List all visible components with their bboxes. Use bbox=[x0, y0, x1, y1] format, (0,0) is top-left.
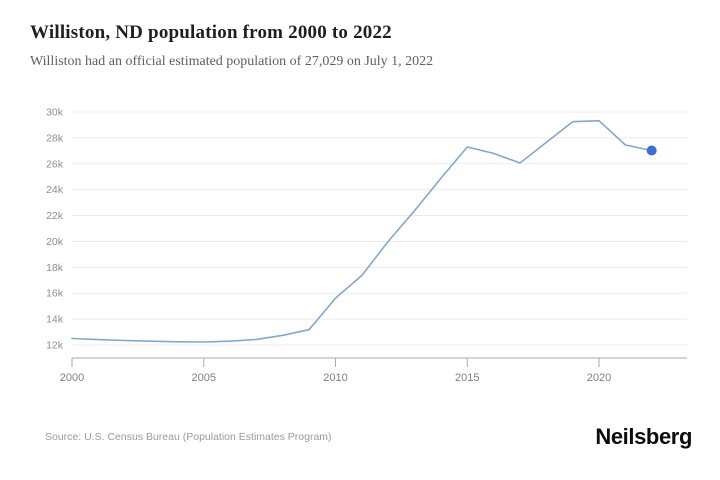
x-axis bbox=[71, 357, 687, 367]
gridlines bbox=[72, 111, 687, 346]
y-tick-label-30k: 30k bbox=[46, 107, 64, 119]
population-line bbox=[71, 119, 653, 343]
x-tick-label-2015: 2015 bbox=[455, 372, 479, 384]
x-tick-label-2005: 2005 bbox=[192, 372, 216, 384]
x-tick-label-2000: 2000 bbox=[60, 372, 84, 384]
y-axis-tick-labels: 12k 14k 16k 18k 20k 22k 24k 26k 28k 30k bbox=[46, 107, 64, 352]
chart-subtitle: Williston had an official estimated popu… bbox=[30, 54, 434, 69]
source-note: Source: U.S. Census Bureau (Population E… bbox=[45, 431, 332, 443]
y-tick-label-26k: 26k bbox=[46, 158, 64, 170]
y-tick-label-16k: 16k bbox=[46, 288, 64, 300]
y-tick-label-12k: 12k bbox=[46, 340, 64, 352]
y-tick-label-20k: 20k bbox=[46, 236, 64, 248]
x-axis-tick-labels: 2000 2005 2010 2015 2020 bbox=[60, 372, 611, 384]
y-tick-label-28k: 28k bbox=[46, 132, 64, 144]
y-tick-label-24k: 24k bbox=[46, 184, 64, 196]
population-series bbox=[71, 119, 657, 343]
y-tick-label-22k: 22k bbox=[46, 210, 64, 222]
y-tick-label-14k: 14k bbox=[46, 314, 64, 326]
page-title: Williston, ND population from 2000 to 20… bbox=[30, 22, 392, 43]
neilsberg-logo[interactable]: Neilsberg bbox=[595, 424, 692, 449]
y-tick-label-18k: 18k bbox=[46, 262, 64, 274]
x-tick-label-2010: 2010 bbox=[323, 372, 347, 384]
latest-value-dot bbox=[646, 145, 657, 156]
x-tick-label-2020: 2020 bbox=[587, 372, 611, 384]
